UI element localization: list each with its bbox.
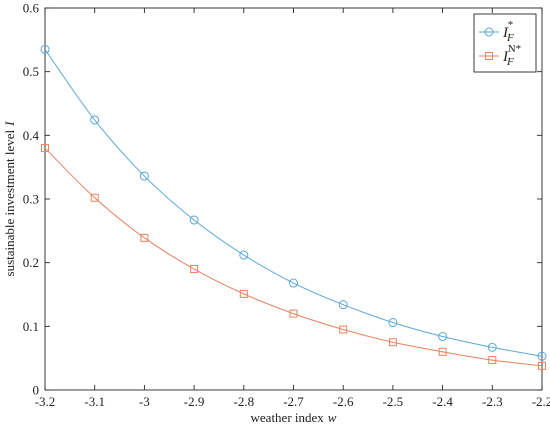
series-1-point	[139, 171, 149, 181]
y-tick-label: 0.1	[23, 319, 39, 334]
legend-label: IFN*	[502, 43, 521, 68]
legend-label: IF*	[502, 19, 514, 44]
x-tick-label: -2.6	[333, 394, 354, 409]
x-axis-ticks: -3.2 -3.1 -3 -2.9 -2.8 -2.7 -2.6 -2.5 -2.4 -2.3 -2…	[35, 8, 550, 409]
y-axis-label-text: sustainable investment level	[2, 129, 17, 276]
series-1-point	[338, 300, 348, 310]
x-axis-label-text: weather index	[251, 410, 325, 425]
series-2-point	[488, 356, 497, 365]
series-2-point	[438, 347, 447, 356]
series-2-point	[538, 361, 546, 370]
series-1-point	[40, 44, 50, 54]
y-tick-label: 0	[33, 383, 40, 398]
series-2-point	[190, 265, 199, 274]
series-1-point	[289, 278, 298, 288]
series-2-line	[44, 147, 543, 367]
series-2-point	[90, 193, 99, 202]
plot-frame	[44, 7, 543, 391]
y-tick-label: 0.2	[23, 255, 39, 270]
series-1-point	[189, 215, 199, 225]
y-tick-label: 0.3	[23, 192, 39, 207]
series-1-point	[487, 342, 497, 352]
legend-box	[473, 13, 537, 73]
x-tick-label: -2.5	[383, 394, 404, 409]
x-axis-label-var: w	[328, 410, 337, 425]
x-tick-label: -2.9	[184, 394, 205, 409]
x-tick-label: -3.1	[84, 394, 105, 409]
series-layer	[40, 44, 547, 370]
x-axis-label: weather index w	[251, 410, 337, 425]
x-tick-label: -2.2	[532, 394, 550, 409]
series-2-point	[388, 338, 397, 347]
legend-item-2: IFN*	[479, 43, 521, 68]
series-1-point	[388, 318, 398, 328]
series-1-line	[44, 49, 543, 357]
y-axis-label: sustainable investment level I	[2, 121, 17, 277]
legend-item-1: IF*	[479, 19, 514, 44]
series-2-point	[289, 309, 298, 318]
series-2-point	[239, 289, 248, 298]
series-2-point	[140, 233, 149, 242]
y-axis-ticks: 0 0.1 0.2 0.3 0.4 0.5 0.6	[23, 1, 542, 398]
y-tick-label: 0.5	[23, 64, 39, 79]
x-tick-label: -3	[139, 394, 150, 409]
series-2-point	[339, 325, 348, 334]
series-2-point	[41, 144, 49, 153]
legend-marker	[484, 27, 494, 37]
y-axis-label-var: I	[2, 121, 17, 127]
plot-border	[44, 7, 543, 391]
x-tick-label: -2.8	[234, 394, 255, 409]
series-1-point	[438, 332, 448, 342]
x-tick-label: -2.7	[283, 394, 304, 409]
series-1	[40, 44, 547, 361]
series-1-point	[90, 115, 100, 125]
x-tick-label: -2.4	[432, 394, 453, 409]
series-1-point	[537, 351, 547, 361]
x-tick-label: -3.2	[35, 394, 56, 409]
legend-marker	[485, 52, 493, 60]
x-tick-label: -2.3	[482, 394, 503, 409]
y-tick-label: 0.6	[23, 1, 40, 16]
y-tick-label: 0.4	[23, 128, 40, 143]
series-2	[41, 144, 546, 370]
legend: IF*IFN*	[473, 13, 537, 73]
series-1-point	[239, 250, 249, 260]
